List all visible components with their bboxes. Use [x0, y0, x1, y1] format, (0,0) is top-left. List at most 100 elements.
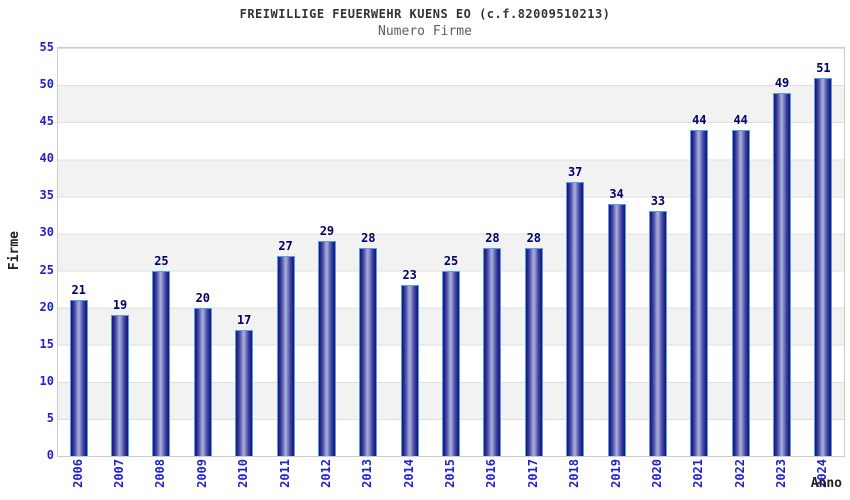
- y-tick-label: 55: [39, 40, 54, 54]
- bar-slot-2008: 25: [141, 48, 182, 456]
- bar-slot-2017: 28: [513, 48, 554, 456]
- bar-2019: [607, 203, 626, 456]
- x-tick-2011: 2011: [264, 459, 305, 499]
- bar-value-label: 33: [650, 194, 666, 209]
- bar-value-label: 21: [71, 283, 86, 298]
- bar-2013: [359, 248, 378, 456]
- bar-value-label: 29: [319, 223, 335, 238]
- x-tick-label: 2013: [360, 459, 375, 488]
- bar-slot-2007: 19: [99, 48, 140, 456]
- y-tick-label: 40: [39, 151, 54, 166]
- bar-2020: [648, 211, 667, 456]
- y-tick-label: 45: [39, 114, 54, 129]
- bar-slot-2015: 25: [430, 48, 471, 456]
- y-axis: 0 5 10 15 20 25 30 35 40 45 50 55: [16, 40, 54, 462]
- x-axis: 2006 2007 2008 2009 2010 2011 2012 2013 2014 2015…: [57, 459, 843, 499]
- x-tick-2014: 2014: [388, 459, 429, 499]
- x-tick-2020: 2020: [636, 459, 677, 499]
- bar-value-label: 19: [112, 298, 128, 313]
- x-tick-label: 2018: [567, 459, 582, 488]
- x-tick-2019: 2019: [595, 459, 636, 499]
- y-tick-label: 15: [39, 336, 54, 351]
- x-tick-2022: 2022: [719, 459, 760, 499]
- x-tick-2016: 2016: [471, 459, 512, 499]
- bar-2014: [400, 285, 419, 456]
- x-tick-2015: 2015: [429, 459, 470, 499]
- bar-value-label: 49: [774, 75, 790, 90]
- bar-2016: [483, 248, 502, 456]
- bar-slot-2012: 29: [306, 48, 347, 456]
- y-tick-label: 50: [39, 77, 54, 92]
- bar-slot-2016: 28: [472, 48, 513, 456]
- bar-slot-2006: 21: [58, 48, 99, 456]
- bar-2021: [690, 129, 709, 456]
- bar-slot-2024: 51: [803, 48, 844, 456]
- bar-slot-2018: 37: [555, 48, 596, 456]
- bar-2024: [814, 77, 833, 456]
- y-tick-label: 25: [39, 262, 54, 277]
- bar-value-label: 34: [609, 186, 624, 201]
- chart-title: FREIWILLIGE FEUERWEHR KUENS EO (c.f.8200…: [239, 7, 611, 21]
- bar-2017: [524, 248, 543, 456]
- bar-2008: [152, 270, 171, 456]
- y-tick-label: 30: [39, 225, 54, 240]
- bar-value-label: 27: [278, 238, 293, 253]
- x-tick-2007: 2007: [98, 459, 139, 499]
- bar-value-label: 17: [236, 312, 252, 327]
- bar-slot-2010: 17: [224, 48, 265, 456]
- x-tick-label: 2017: [525, 459, 540, 488]
- x-tick-2010: 2010: [223, 459, 264, 499]
- x-tick-2009: 2009: [181, 459, 222, 499]
- y-tick-label: 10: [39, 373, 54, 388]
- bar-value-label: 28: [526, 231, 542, 246]
- x-tick-label: 2007: [112, 459, 127, 488]
- bar-2006: [69, 300, 88, 456]
- bar-series: 21 19 25 20 17 27 29 28 23 25 28 28 37 34 33 44 44 49 51: [58, 48, 844, 456]
- bar-slot-2009: 20: [182, 48, 223, 456]
- bar-2011: [276, 255, 295, 456]
- y-tick-label: 5: [46, 410, 54, 425]
- x-tick-label: 2023: [774, 459, 789, 488]
- x-tick-2012: 2012: [305, 459, 346, 499]
- y-tick-label: 35: [39, 188, 54, 203]
- x-tick-label: 2016: [484, 459, 499, 488]
- y-tick-label: 0: [46, 448, 54, 462]
- bar-slot-2014: 23: [389, 48, 430, 456]
- bar-2010: [235, 329, 254, 456]
- bar-value-label: 37: [567, 164, 583, 179]
- bar-value-label: 25: [154, 253, 169, 268]
- x-tick-label: 2014: [401, 459, 416, 488]
- bar-2015: [442, 270, 461, 456]
- bar-value-label: 28: [485, 231, 500, 246]
- x-tick-label: 2006: [70, 459, 85, 488]
- bar-2023: [773, 92, 792, 456]
- x-tick-2018: 2018: [554, 459, 595, 499]
- x-tick-2008: 2008: [140, 459, 181, 499]
- x-tick-label: 2022: [732, 459, 747, 488]
- x-tick-label: 2010: [236, 459, 251, 488]
- x-tick-label: 2015: [443, 459, 458, 488]
- x-tick-label: 2020: [649, 459, 664, 488]
- x-tick-label: 2021: [691, 459, 706, 488]
- x-tick-2006: 2006: [57, 459, 98, 499]
- bar-2012: [317, 240, 336, 456]
- x-tick-2017: 2017: [512, 459, 553, 499]
- bar-slot-2019: 34: [596, 48, 637, 456]
- bar-2007: [111, 315, 130, 456]
- plot-area: 21 19 25 20 17 27 29 28 23 25 28 28 37 34 33 44 44 49 51: [57, 47, 845, 457]
- bar-value-label: 51: [816, 60, 831, 75]
- bar-2022: [731, 129, 750, 456]
- x-tick-2021: 2021: [678, 459, 719, 499]
- bar-value-label: 44: [692, 112, 707, 127]
- x-tick-label: 2012: [318, 459, 333, 488]
- chart-subtitle: Numero Firme: [378, 24, 472, 39]
- bar-2018: [566, 181, 585, 456]
- bar-value-label: 25: [443, 253, 459, 268]
- bar-value-label: 28: [361, 231, 376, 246]
- x-tick-2013: 2013: [347, 459, 388, 499]
- bar-slot-2023: 49: [761, 48, 802, 456]
- bar-value-label: 44: [733, 112, 748, 127]
- bar-slot-2022: 44: [720, 48, 761, 456]
- bar-2009: [193, 307, 212, 456]
